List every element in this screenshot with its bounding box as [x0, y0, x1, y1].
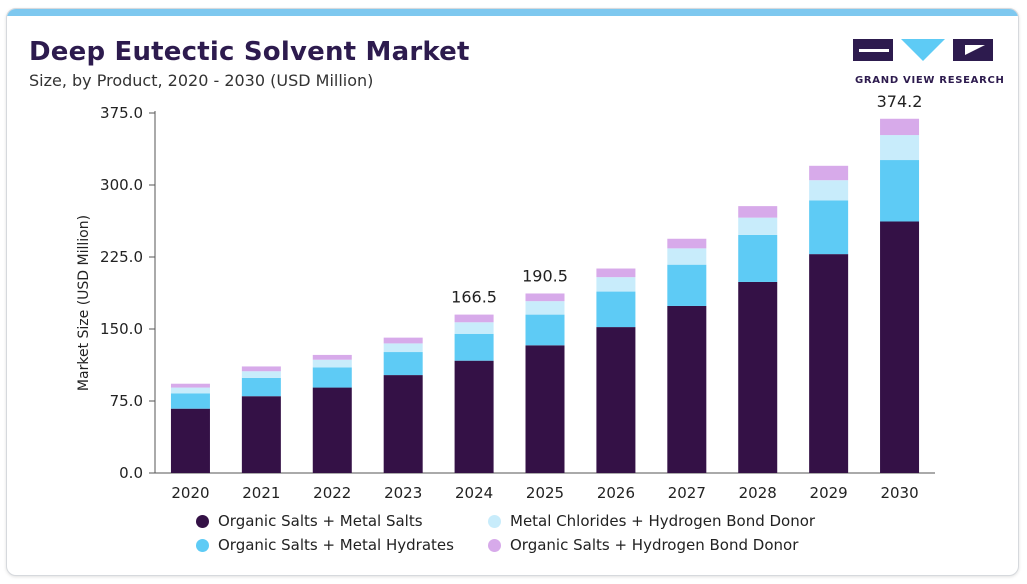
data-label-2030: 374.2 [877, 92, 923, 111]
legend-label: Organic Salts + Metal Salts [218, 512, 423, 530]
bar-segment-2024-series-4 [454, 314, 494, 323]
bar-segment-2022-series-4 [312, 354, 352, 360]
chart-title: Deep Eutectic Solvent Market [29, 37, 470, 67]
bar-segment-2030-series-1 [880, 221, 920, 473]
legend-label: Metal Chlorides + Hydrogen Bond Donor [510, 512, 816, 530]
y-axis-title: Market Size (USD Million) [76, 215, 92, 391]
data-label-2025: 190.5 [522, 266, 568, 285]
bar-segment-2030-series-4 [880, 118, 920, 136]
legend-swatch [488, 514, 501, 528]
bar-segment-2028-series-3 [738, 217, 778, 235]
bar-segment-2022-series-2 [312, 367, 352, 388]
bar-segment-2028-series-2 [738, 234, 778, 282]
x-tick-label: 2027 [668, 484, 706, 502]
bar-segment-2027-series-3 [667, 248, 707, 265]
bar-segment-2021-series-1 [241, 396, 281, 473]
y-tick-label: 75.0 [110, 392, 143, 410]
bar-segment-2023-series-2 [383, 352, 423, 376]
bar-segment-2026-series-3 [596, 277, 636, 292]
x-tick-label: 2023 [384, 484, 422, 502]
bar-segment-2029-series-4 [809, 165, 849, 181]
bar-segment-2025-series-2 [525, 314, 565, 346]
bar-segment-2026-series-2 [596, 291, 636, 328]
legend-swatch [196, 538, 209, 552]
bar-segment-2029-series-2 [809, 200, 849, 255]
x-tick-label: 2021 [242, 484, 280, 502]
bar-segment-2026-series-4 [596, 268, 636, 278]
legend-item: Organic Salts + Metal Salts [196, 512, 423, 530]
bar-segment-2020-series-1 [170, 408, 210, 473]
x-tick-label: 2026 [597, 484, 635, 502]
bar-segment-2024-series-3 [454, 322, 494, 334]
bar-segment-2027-series-4 [667, 238, 707, 249]
data-label-2024: 166.5 [451, 288, 497, 307]
bar-segment-2023-series-1 [383, 375, 423, 473]
legend-item: Organic Salts + Metal Hydrates [196, 536, 454, 554]
y-tick-label: 150.0 [100, 320, 143, 338]
x-tick-label: 2024 [455, 484, 493, 502]
y-tick-label: 225.0 [100, 248, 143, 266]
y-tick-label: 0.0 [119, 464, 143, 482]
legend-swatch [196, 514, 209, 528]
bar-segment-2020-series-4 [170, 383, 210, 388]
bar-segment-2027-series-2 [667, 264, 707, 306]
x-tick-label: 2025 [526, 484, 564, 502]
bar-segment-2021-series-2 [241, 377, 281, 397]
chart-legend: Organic Salts + Metal Salts Metal Chlorid… [196, 510, 896, 560]
x-tick-label: 2020 [171, 484, 209, 502]
bar-segment-2022-series-1 [312, 387, 352, 473]
bar-segment-2024-series-1 [454, 360, 494, 473]
bar-segment-2028-series-4 [738, 206, 778, 218]
bar-segment-2025-series-1 [525, 345, 565, 473]
legend-item: Organic Salts + Hydrogen Bond Donor [488, 536, 798, 554]
x-tick-label: 2029 [810, 484, 848, 502]
bar-segment-2027-series-1 [667, 305, 707, 473]
grand-view-research-logo [853, 39, 993, 61]
bar-segment-2024-series-2 [454, 333, 494, 361]
y-tick-label: 375.0 [100, 104, 143, 122]
bar-segment-2029-series-1 [809, 254, 849, 473]
x-tick-label: 2030 [880, 484, 918, 502]
bar-segment-2023-series-4 [383, 337, 423, 344]
bar-segment-2023-series-3 [383, 343, 423, 353]
x-tick-label: 2022 [313, 484, 351, 502]
accent-bar [7, 9, 1018, 16]
chart-card: Deep Eutectic Solvent Market Size, by Pr… [6, 8, 1019, 576]
bar-segment-2020-series-3 [170, 387, 210, 394]
x-tick-label: 2028 [739, 484, 777, 502]
chart-subtitle: Size, by Product, 2020 - 2030 (USD Milli… [29, 71, 374, 90]
bar-segment-2021-series-3 [241, 371, 281, 378]
legend-label: Organic Salts + Hydrogen Bond Donor [510, 536, 799, 554]
bar-segment-2022-series-3 [312, 359, 352, 368]
bar-segment-2025-series-3 [525, 301, 565, 315]
bar-segment-2030-series-2 [880, 160, 920, 222]
legend-item: Metal Chlorides + Hydrogen Bond Donor [488, 512, 815, 530]
bar-segment-2026-series-1 [596, 327, 636, 473]
legend-label: Organic Salts + Metal Hydrates [218, 536, 454, 554]
bar-segment-2020-series-2 [170, 393, 210, 409]
bar-segment-2030-series-3 [880, 135, 920, 161]
y-tick-label: 300.0 [100, 176, 143, 194]
legend-swatch [488, 538, 501, 552]
logo-text: GRAND VIEW RESEARCH [855, 75, 1005, 86]
bar-segment-2025-series-4 [525, 293, 565, 302]
bar-segment-2028-series-1 [738, 281, 778, 473]
bar-segment-2029-series-3 [809, 180, 849, 201]
bar-segment-2021-series-4 [241, 366, 281, 372]
